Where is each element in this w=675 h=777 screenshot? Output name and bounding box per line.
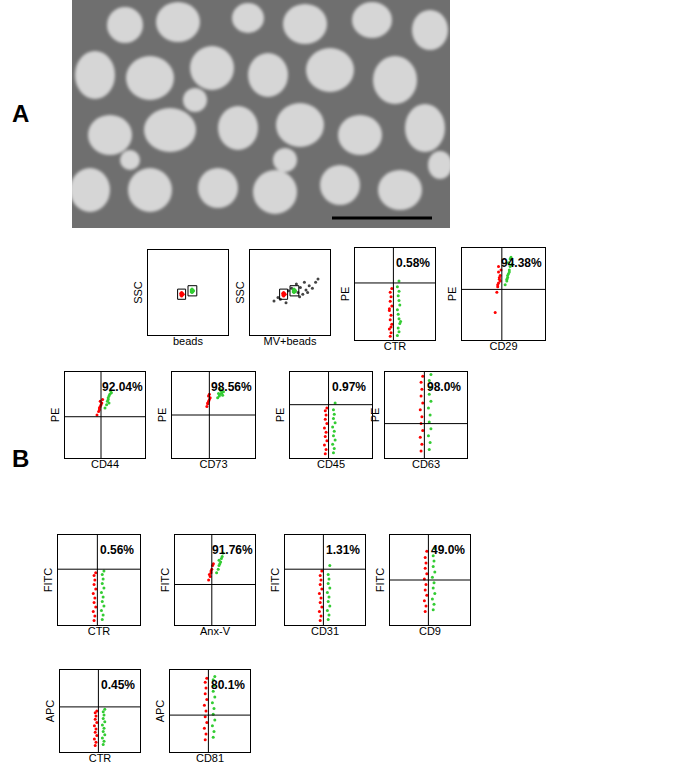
svg-text:0.45%: 0.45%: [101, 678, 135, 692]
svg-text:FITC: FITC: [159, 568, 171, 592]
svg-text:FITC: FITC: [374, 568, 386, 592]
svg-text:PE: PE: [49, 408, 61, 423]
svg-text:CD9: CD9: [419, 625, 441, 637]
svg-text:98.0%: 98.0%: [427, 380, 461, 394]
svg-text:CD73: CD73: [199, 458, 227, 470]
svg-text:CD29: CD29: [489, 340, 517, 352]
svg-text:0.97%: 0.97%: [332, 380, 366, 394]
svg-text:SSC: SSC: [132, 281, 144, 304]
svg-text:CD45: CD45: [317, 458, 345, 470]
svg-text:MV+beads: MV+beads: [264, 335, 317, 347]
svg-text:Anx-V: Anx-V: [200, 625, 231, 637]
svg-text:SSC: SSC: [234, 281, 246, 304]
svg-text:CD81: CD81: [196, 752, 224, 764]
svg-text:49.0%: 49.0%: [431, 543, 465, 557]
svg-text:CTR: CTR: [88, 625, 111, 637]
svg-text:APC: APC: [154, 700, 166, 723]
svg-text:PE: PE: [339, 287, 351, 302]
svg-text:FITC: FITC: [42, 568, 54, 592]
svg-text:FITC: FITC: [269, 568, 281, 592]
svg-text:PE: PE: [369, 408, 381, 423]
svg-text:CD31: CD31: [311, 625, 339, 637]
svg-text:92.04%: 92.04%: [102, 380, 143, 394]
svg-text:PE: PE: [274, 408, 286, 423]
svg-text:0.56%: 0.56%: [100, 543, 134, 557]
svg-text:CTR: CTR: [384, 340, 407, 352]
svg-text:98.56%: 98.56%: [211, 380, 252, 394]
svg-text:CTR: CTR: [89, 752, 112, 764]
svg-text:91.76%: 91.76%: [212, 543, 253, 557]
svg-text:80.1%: 80.1%: [211, 678, 245, 692]
svg-text:94.38%: 94.38%: [501, 256, 542, 270]
svg-text:PE: PE: [446, 287, 458, 302]
svg-text:0.58%: 0.58%: [396, 256, 430, 270]
html-text:A: A: [12, 100, 30, 127]
svg-text:CD44: CD44: [91, 458, 119, 470]
svg-text:APC: APC: [44, 700, 56, 723]
svg-text:CD63: CD63: [412, 458, 440, 470]
svg-text:1.31%: 1.31%: [326, 543, 360, 557]
svg-text:beads: beads: [173, 335, 203, 347]
html-text:B: B: [12, 445, 30, 472]
svg-text:PE: PE: [156, 408, 168, 423]
